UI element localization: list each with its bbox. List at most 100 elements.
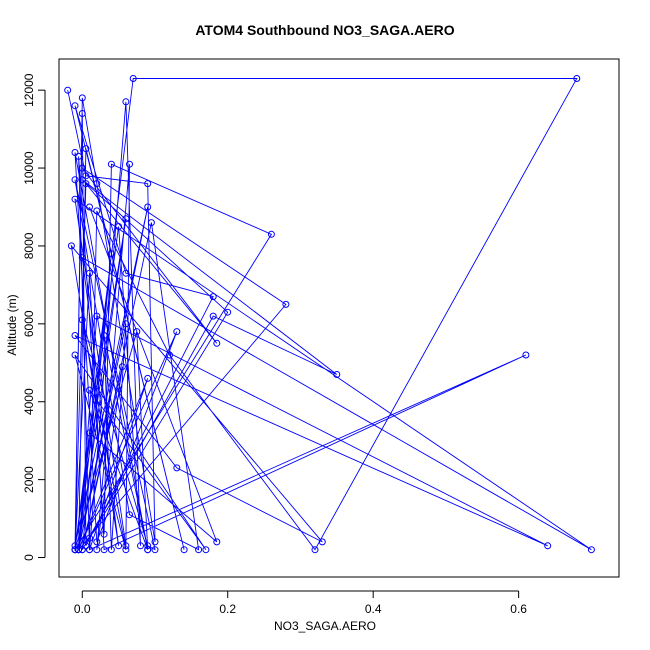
data-point — [115, 223, 123, 230]
data-point — [180, 546, 188, 554]
series-line — [67, 78, 592, 552]
data-point — [147, 219, 155, 227]
data-point — [173, 464, 181, 472]
data-point — [209, 293, 217, 301]
data-point — [71, 542, 79, 550]
data-point — [195, 546, 203, 554]
data-point — [107, 546, 115, 554]
data-point — [311, 546, 319, 554]
y-tick-label: 4000 — [22, 388, 36, 415]
data-point — [64, 86, 72, 94]
data-point — [151, 546, 159, 554]
data-point — [75, 152, 83, 160]
y-tick-label: 6000 — [22, 310, 36, 337]
data-point — [93, 546, 101, 554]
data-point — [587, 546, 595, 554]
data-point — [100, 546, 108, 554]
data-point — [100, 332, 108, 339]
data-point — [82, 542, 90, 550]
y-tick-label: 10000 — [22, 151, 36, 185]
data-point — [122, 546, 130, 554]
data-point — [333, 371, 341, 378]
data-point — [122, 269, 130, 277]
y-tick-label: 0 — [22, 554, 36, 561]
data-point — [71, 332, 79, 339]
x-axis: 0.0 0.2 0.4 0.6 — [74, 590, 527, 616]
data-point — [522, 351, 530, 359]
y-tick-label: 2000 — [22, 466, 36, 493]
data-point — [122, 98, 130, 106]
data-point — [71, 176, 79, 184]
data-point — [86, 546, 93, 554]
series-group — [64, 75, 595, 554]
data-point — [122, 215, 130, 223]
data-point — [144, 203, 152, 211]
data-point — [86, 269, 93, 277]
data-point — [78, 164, 86, 172]
data-point — [82, 172, 90, 180]
data-point — [166, 351, 173, 359]
data-point — [71, 546, 79, 554]
data-point — [209, 312, 217, 320]
data-point — [71, 102, 79, 110]
y-tick-label: 8000 — [22, 232, 36, 259]
y-axis: 0 2000 4000 6000 8000 10000 12000 — [22, 73, 46, 561]
data-point — [86, 534, 93, 542]
data-point — [129, 75, 137, 82]
data-point — [93, 180, 101, 188]
y-tick-label: 12000 — [22, 73, 36, 107]
data-point — [213, 339, 221, 347]
data-point — [71, 351, 79, 359]
data-point — [144, 180, 152, 188]
data-point — [144, 542, 152, 550]
data-point — [82, 180, 90, 188]
data-point — [100, 530, 108, 538]
data-point — [122, 542, 130, 550]
data-point — [144, 546, 152, 554]
data-point — [93, 207, 101, 215]
data-point — [544, 542, 552, 550]
data-point — [86, 429, 93, 437]
data-point — [78, 546, 86, 554]
data-point — [267, 230, 275, 238]
data-point — [118, 363, 126, 371]
data-point — [144, 374, 152, 382]
data-point — [93, 538, 101, 546]
data-point — [173, 328, 181, 336]
data-point — [133, 328, 141, 336]
data-point — [78, 110, 86, 117]
data-point — [213, 538, 221, 546]
data-point — [126, 511, 133, 519]
data-point — [318, 538, 326, 546]
data-point — [107, 160, 115, 168]
data-point — [202, 546, 210, 554]
data-point — [78, 316, 86, 324]
data-point — [115, 542, 123, 550]
data-point — [122, 320, 130, 328]
data-point — [224, 308, 232, 316]
data-point — [86, 386, 93, 394]
x-axis-label: NO3_SAGA.AERO — [273, 619, 377, 633]
data-point — [71, 195, 79, 203]
x-tick-label: 0.6 — [510, 602, 527, 616]
chart-title: ATOM4 Southbound NO3_SAGA.AERO — [195, 22, 455, 38]
data-point — [573, 75, 581, 82]
data-point — [67, 242, 75, 250]
data-point — [78, 176, 86, 184]
data-point — [71, 149, 79, 156]
data-point — [151, 538, 159, 546]
data-point — [93, 312, 101, 320]
x-tick-label: 0.2 — [219, 602, 236, 616]
data-point — [126, 160, 133, 168]
data-point — [82, 145, 90, 153]
data-point — [86, 203, 93, 211]
x-tick-label: 0.4 — [365, 602, 382, 616]
data-point — [75, 546, 83, 554]
data-point — [78, 94, 86, 102]
x-tick-label: 0.0 — [74, 602, 91, 616]
data-point — [137, 542, 144, 550]
data-point — [78, 254, 86, 262]
plot-frame — [58, 58, 620, 578]
data-point — [282, 300, 290, 308]
